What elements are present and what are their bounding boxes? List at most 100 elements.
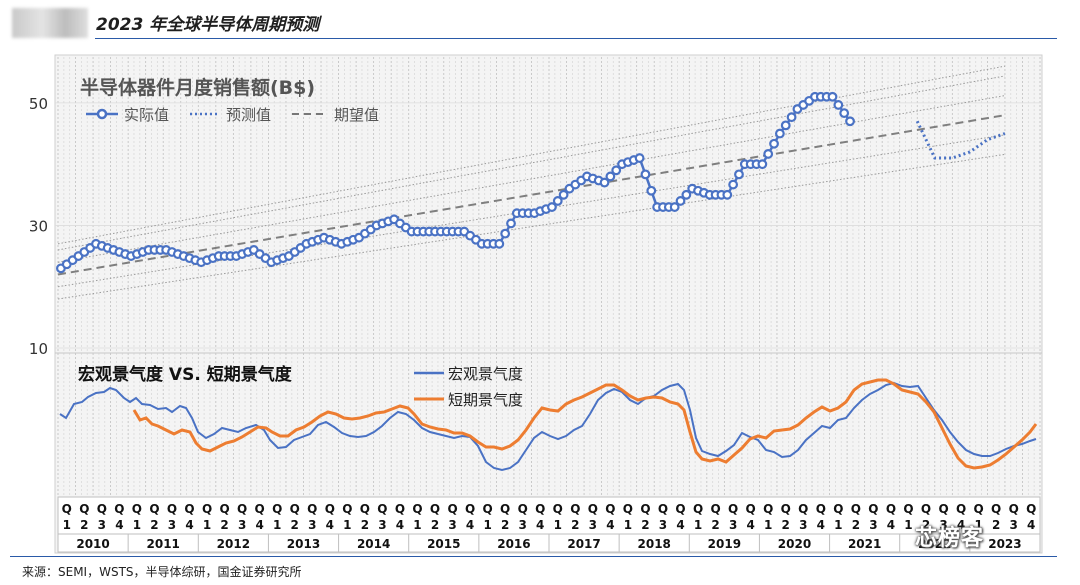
year-label: 2022 <box>918 537 951 551</box>
quarter-number-label: 1 <box>904 518 912 532</box>
y-axis-ticks: 10 30 50 <box>29 95 48 358</box>
actual-point <box>681 189 692 200</box>
actual-point <box>669 202 680 212</box>
quarter-number-label: 3 <box>448 518 456 532</box>
year-label: 2023 <box>988 537 1021 551</box>
x-axis: Q1Q2Q3Q4Q1Q2Q3Q4Q1Q2Q3Q4Q1Q2Q3Q4Q1Q2Q3Q4… <box>57 496 1041 553</box>
quarter-prefix-label: Q <box>1009 502 1019 516</box>
quarter-prefix-label: Q <box>974 502 984 516</box>
actual-point <box>611 165 622 176</box>
actual-point <box>646 185 657 196</box>
legend-actual-label: 实际值 <box>124 106 169 124</box>
quarter-prefix-label: Q <box>325 502 335 516</box>
legend-trend-label: 期望值 <box>334 106 379 124</box>
quarter-prefix-label: Q <box>553 502 563 516</box>
quarter-prefix-label: Q <box>219 502 229 516</box>
page-title: 2023 年全球半导体周期预测 <box>96 15 320 35</box>
horizontal-gridlines <box>55 102 1042 349</box>
quarter-prefix-label: Q <box>79 502 89 516</box>
quarter-number-label: 3 <box>519 518 527 532</box>
quarter-number-label: 4 <box>887 518 895 532</box>
actual-point <box>605 171 616 182</box>
quarter-prefix-label: Q <box>447 502 457 516</box>
trend-band <box>57 153 1006 300</box>
quarter-number-label: 3 <box>168 518 176 532</box>
vertical-gridlines <box>57 57 1041 497</box>
quarter-number-label: 1 <box>624 518 632 532</box>
forecast-series <box>915 120 1006 160</box>
actual-point <box>845 116 855 127</box>
quarter-number-label: 4 <box>396 518 404 532</box>
quarter-prefix-label: Q <box>886 502 896 516</box>
quarter-number-label: 2 <box>291 518 299 532</box>
trend-band <box>57 75 1006 251</box>
watermark: 芯榜客 <box>915 526 985 551</box>
trend-band <box>57 65 1006 245</box>
actual-point <box>634 153 645 163</box>
plot-background <box>54 54 1043 554</box>
actual-point <box>757 159 768 170</box>
quarter-prefix-label: Q <box>395 502 405 516</box>
quarter-number-label: 2 <box>571 518 579 532</box>
quarter-prefix-label: Q <box>781 502 791 516</box>
quarter-prefix-label: Q <box>938 502 948 516</box>
quarter-prefix-label: Q <box>833 502 843 516</box>
quarter-prefix-label: Q <box>62 502 72 516</box>
quarter-number-label: 1 <box>764 518 772 532</box>
y-tick-label: 30 <box>29 217 48 235</box>
year-label: 2013 <box>287 537 320 551</box>
quarter-prefix-label: Q <box>710 502 720 516</box>
quarter-prefix-label: Q <box>728 502 738 516</box>
quarter-number-label: 4 <box>185 518 193 532</box>
actual-point <box>827 91 838 102</box>
actual-point <box>734 169 744 180</box>
quarter-prefix-label: Q <box>921 502 931 516</box>
quarter-prefix-label: Q <box>675 502 685 516</box>
quarter-number-label: 1 <box>203 518 211 532</box>
quarter-number-label: 3 <box>939 518 947 532</box>
actual-point <box>728 179 739 190</box>
quarter-prefix-label: Q <box>991 502 1001 516</box>
quarter-number-label: 2 <box>501 518 509 532</box>
quarter-number-label: 3 <box>308 518 316 532</box>
actual-point <box>547 202 557 212</box>
legend-short-label: 短期景气度 <box>448 391 523 409</box>
quarter-prefix-label: Q <box>132 502 142 516</box>
quarter-prefix-label: Q <box>377 502 387 516</box>
quarter-number-label: 3 <box>799 518 807 532</box>
quarter-prefix-label: Q <box>588 502 598 516</box>
actual-point <box>506 218 516 229</box>
quarter-prefix-label: Q <box>167 502 177 516</box>
quarter-number-label: 4 <box>536 518 544 532</box>
actual-point <box>675 196 686 206</box>
quarter-prefix-label: Q <box>956 502 966 516</box>
quarter-prefix-label: Q <box>570 502 580 516</box>
quarter-number-label: 1 <box>133 518 141 532</box>
quarter-number-label: 3 <box>659 518 667 532</box>
quarter-prefix-label: Q <box>535 502 545 516</box>
quarter-prefix-label: Q <box>623 502 633 516</box>
macro-sentiment-line <box>59 381 1037 472</box>
year-label: 2011 <box>147 537 180 551</box>
year-label: 2017 <box>567 537 600 551</box>
actual-point <box>833 100 844 110</box>
quarter-number-label: 1 <box>483 518 491 532</box>
quarter-number-label: 3 <box>869 518 877 532</box>
actual-point <box>786 112 797 123</box>
quarter-prefix-label: Q <box>290 502 300 516</box>
quarter-prefix-label: Q <box>237 502 247 516</box>
quarter-prefix-label: Q <box>851 502 861 516</box>
actual-point <box>774 128 785 139</box>
top-chart-title: 半导体器件月度销售额(B$) <box>80 76 315 99</box>
short-term-sentiment-line <box>132 378 1038 470</box>
quarter-number-label: 4 <box>115 518 123 532</box>
source-note: 来源：SEMI，WSTS，半导体综研，国金证券研究所 <box>22 565 302 579</box>
quarter-number-label: 4 <box>255 518 263 532</box>
quarter-number-label: 1 <box>974 518 982 532</box>
quarter-prefix-label: Q <box>307 502 317 516</box>
actual-point <box>599 177 610 188</box>
footer-divider <box>10 556 1057 557</box>
quarter-prefix-label: Q <box>430 502 440 516</box>
quarter-prefix-label: Q <box>114 502 124 516</box>
